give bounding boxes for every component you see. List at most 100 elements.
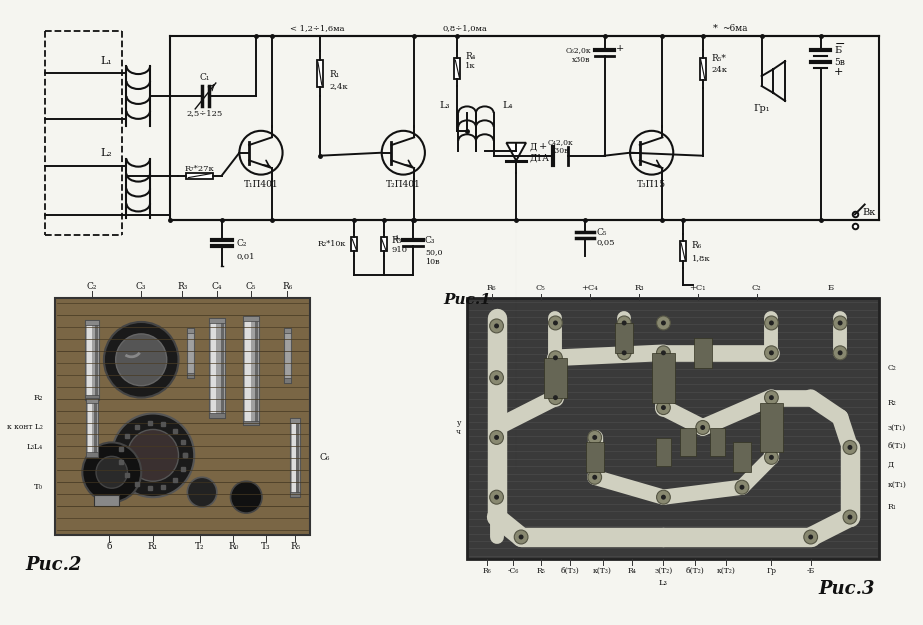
Bar <box>244 316 259 321</box>
Circle shape <box>494 435 499 440</box>
Circle shape <box>804 530 818 544</box>
Bar <box>87 322 92 398</box>
Text: к(Т₂): к(Т₂) <box>717 567 736 575</box>
Text: R₅: R₅ <box>290 542 301 551</box>
Bar <box>680 429 696 456</box>
Circle shape <box>769 351 773 355</box>
Text: T₂: T₂ <box>196 542 205 551</box>
Circle shape <box>833 316 847 330</box>
Text: 5в: 5в <box>834 58 845 67</box>
Text: R₀: R₀ <box>228 542 239 551</box>
Text: Гр₁: Гр₁ <box>753 104 770 113</box>
Text: C₂: C₂ <box>236 239 247 248</box>
Bar <box>700 58 706 81</box>
Circle shape <box>769 455 773 460</box>
Bar <box>652 353 676 402</box>
Circle shape <box>833 346 847 360</box>
Bar <box>85 394 99 399</box>
Bar <box>244 316 259 426</box>
Circle shape <box>494 375 499 380</box>
Bar <box>710 429 725 456</box>
Text: 50,0: 50,0 <box>425 248 442 256</box>
Circle shape <box>701 425 705 430</box>
Circle shape <box>490 490 503 504</box>
Bar <box>89 399 92 456</box>
Text: +: + <box>393 234 402 243</box>
Text: C₆: C₆ <box>320 453 330 462</box>
Bar <box>221 320 223 416</box>
Text: +: + <box>539 142 546 151</box>
Bar <box>244 421 259 426</box>
Bar <box>733 442 750 472</box>
Bar <box>209 318 224 418</box>
Circle shape <box>656 346 670 360</box>
Text: у
ч: у ч <box>456 419 462 436</box>
Text: R₁: R₁ <box>330 69 340 79</box>
Circle shape <box>847 514 853 519</box>
Circle shape <box>617 346 631 360</box>
Text: к конт L₂: к конт L₂ <box>7 424 43 431</box>
Text: R₁: R₁ <box>887 503 896 511</box>
Circle shape <box>656 490 670 504</box>
Circle shape <box>494 494 499 499</box>
Bar <box>209 318 224 323</box>
Circle shape <box>490 431 503 444</box>
Text: б: б <box>106 542 112 551</box>
Text: C₄: C₄ <box>211 282 222 291</box>
Circle shape <box>769 395 773 400</box>
Bar <box>283 378 292 382</box>
Circle shape <box>187 478 217 507</box>
Circle shape <box>661 321 665 326</box>
Circle shape <box>847 445 853 450</box>
Bar <box>95 322 98 398</box>
Circle shape <box>769 321 773 326</box>
Bar <box>211 320 216 416</box>
Text: Т₃П15: Т₃П15 <box>637 180 666 189</box>
Bar <box>586 442 604 472</box>
Text: R₄: R₄ <box>628 567 637 575</box>
Circle shape <box>661 351 665 355</box>
Text: +: + <box>617 44 625 53</box>
Circle shape <box>764 391 778 404</box>
Text: T₀: T₀ <box>34 483 43 491</box>
Circle shape <box>838 351 843 355</box>
Circle shape <box>696 421 710 434</box>
Text: 24к: 24к <box>712 66 727 74</box>
Circle shape <box>588 470 602 484</box>
Text: L₃: L₃ <box>659 579 668 587</box>
Bar <box>186 328 194 333</box>
Text: C₅: C₅ <box>536 284 545 292</box>
Text: +C₄: +C₄ <box>581 284 598 292</box>
Bar <box>54 298 310 535</box>
Circle shape <box>490 319 503 333</box>
Bar <box>694 338 712 367</box>
Bar <box>293 419 295 495</box>
Bar <box>94 399 97 456</box>
Bar <box>291 418 300 497</box>
Bar <box>655 439 671 466</box>
Circle shape <box>764 316 778 330</box>
Text: < 1,2÷1,6ма: < 1,2÷1,6ма <box>291 24 345 32</box>
Text: Рис.3: Рис.3 <box>818 580 874 598</box>
Circle shape <box>553 395 557 400</box>
Text: R₂*10к: R₂*10к <box>318 240 346 248</box>
Circle shape <box>494 324 499 328</box>
Circle shape <box>843 510 857 524</box>
Circle shape <box>490 371 503 384</box>
Circle shape <box>519 534 523 539</box>
Text: Д
Д1А: Д Д1А <box>530 143 550 162</box>
Text: Т₁П401: Т₁П401 <box>244 180 279 189</box>
Bar <box>94 495 119 506</box>
Text: к(Т₃): к(Т₃) <box>593 567 612 575</box>
Circle shape <box>739 485 745 490</box>
Text: R₆: R₆ <box>487 284 497 292</box>
Text: Гр: Гр <box>766 567 776 575</box>
Circle shape <box>661 494 665 499</box>
Text: Б: Б <box>834 46 842 54</box>
Bar <box>317 60 323 87</box>
Circle shape <box>553 355 557 360</box>
Circle shape <box>622 351 627 355</box>
Text: L₁: L₁ <box>100 56 112 66</box>
Circle shape <box>656 316 670 330</box>
Text: Д: Д <box>887 461 893 469</box>
